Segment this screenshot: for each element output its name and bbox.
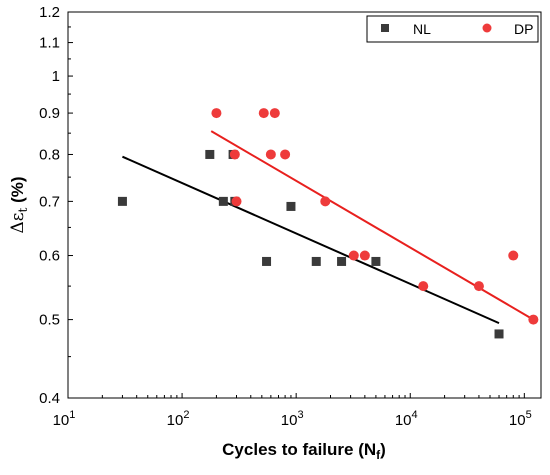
data-point-dp <box>320 196 331 207</box>
legend-marker-dp <box>482 23 492 33</box>
data-point-nl <box>262 256 272 266</box>
fit-line-nl <box>122 155 500 325</box>
y-tick-label: 0.8 <box>39 146 60 163</box>
data-point-nl <box>371 256 381 266</box>
data-point-nl <box>218 196 228 206</box>
y-tick-label: 0.4 <box>39 390 60 407</box>
y-axis-title-main: Δε <box>8 212 28 233</box>
data-point-dp <box>418 281 429 292</box>
legend-box <box>366 15 539 43</box>
legend-label-nl: NL <box>413 21 431 37</box>
y-tick-label: 0.5 <box>39 312 60 329</box>
data-point-dp <box>473 281 484 292</box>
data-point-dp <box>211 108 222 119</box>
data-point-nl <box>337 256 347 266</box>
axis-ticks: 0.4 0.5 0.6 0.7 0.8 0.9 1 1.1 1.2 101 102 103 104 105 <box>39 4 532 429</box>
legend: NL DP <box>366 15 539 43</box>
fit-line-dp <box>210 130 534 321</box>
y-tick-label: 1.2 <box>39 4 60 21</box>
x-axis-title-main: Cycles to failure (N <box>222 440 376 459</box>
x-tick-label: 104 <box>395 409 418 429</box>
x-tick-label: 103 <box>281 409 304 429</box>
fit-lines <box>122 130 534 325</box>
data-point-dp <box>280 149 291 160</box>
x-tick-label: 101 <box>53 409 76 429</box>
x-axis-title-close: ) <box>380 440 386 459</box>
data-point-nl <box>286 201 296 211</box>
data-point-dp <box>258 108 269 119</box>
y-axis-title-suffix: (%) <box>8 176 27 207</box>
legend-label-dp: DP <box>514 21 533 37</box>
y-axis-title: Δεt (%) <box>8 176 30 233</box>
data-point-dp <box>265 149 276 160</box>
plot-frame <box>67 11 542 399</box>
data-point-dp <box>528 314 539 325</box>
data-point-nl <box>205 149 215 159</box>
data-point-dp <box>231 196 242 207</box>
x-tick-label: 102 <box>167 409 190 429</box>
x-axis-title: Cycles to failure (Nf) <box>222 440 386 462</box>
x-tick-label: 105 <box>509 409 532 429</box>
x-axis-title-sub: f <box>376 448 381 462</box>
y-tick-label: 0.6 <box>39 248 60 265</box>
data-point-dp <box>229 149 240 160</box>
data-point-dp <box>348 250 359 261</box>
y-tick-label: 1.1 <box>39 35 60 52</box>
data-point-nl <box>494 329 504 339</box>
data-point-dp <box>508 250 519 261</box>
y-axis-title-sub: t <box>16 207 30 212</box>
data-points <box>117 108 539 339</box>
y-tick-label: 1 <box>52 68 60 85</box>
y-tick-label: 0.7 <box>39 193 60 210</box>
data-point-nl <box>117 196 127 206</box>
data-point-nl <box>311 256 321 266</box>
data-point-dp <box>269 108 280 119</box>
legend-marker-nl <box>381 24 389 32</box>
data-point-dp <box>359 250 370 261</box>
y-tick-label: 0.9 <box>39 105 60 122</box>
